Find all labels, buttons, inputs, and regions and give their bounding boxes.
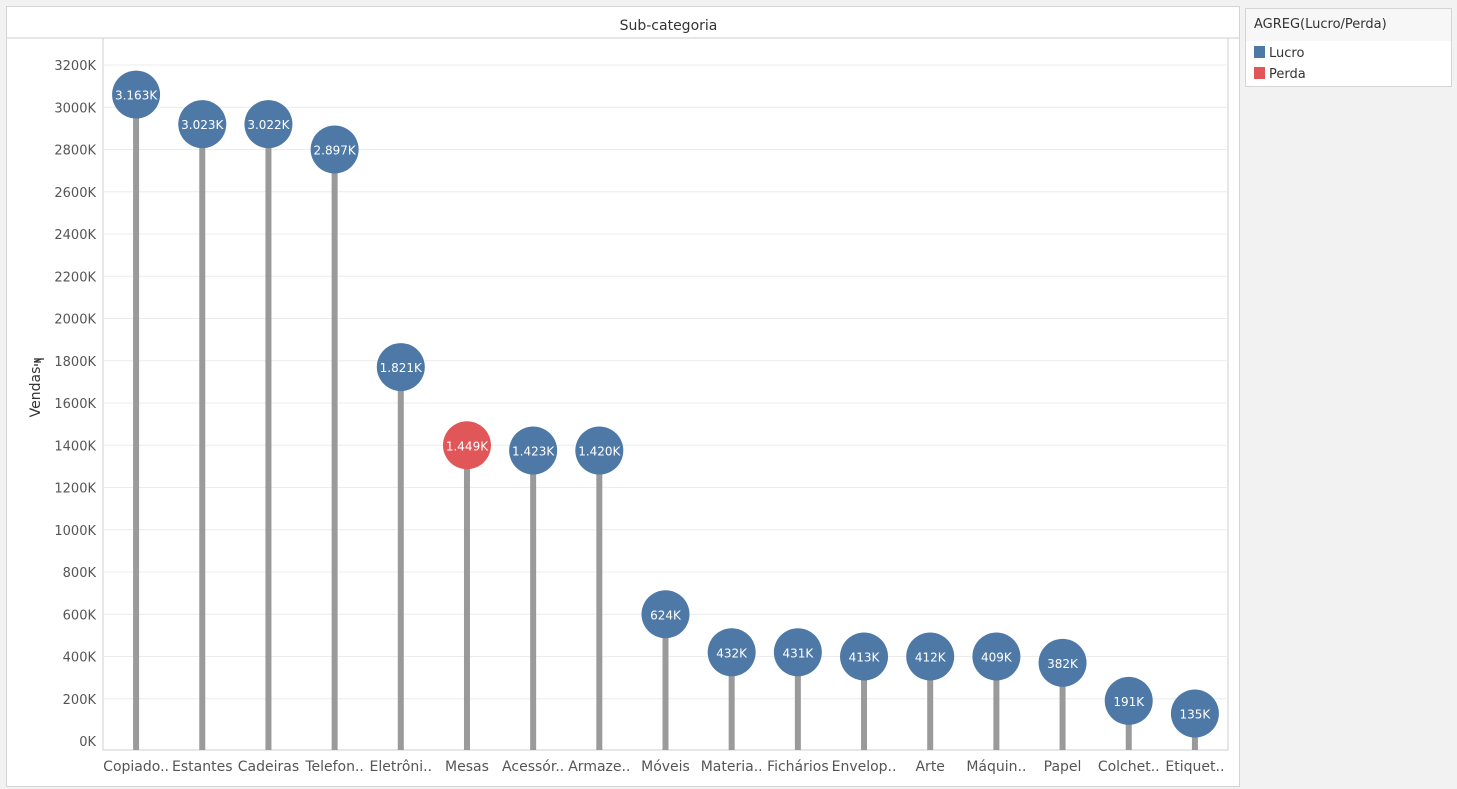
y-tick-label: 1800K xyxy=(54,355,96,370)
data-label: 191K xyxy=(1113,695,1145,709)
data-label: 1.420K xyxy=(578,445,621,459)
legend-swatch-lucro xyxy=(1254,46,1265,58)
lollipop-head[interactable] xyxy=(773,628,822,677)
x-tick-label: Arte xyxy=(915,759,944,775)
lollipop-head[interactable] xyxy=(575,426,624,475)
lollipop-head[interactable] xyxy=(707,628,756,677)
x-tick-label: Cadeiras xyxy=(238,759,299,775)
lollipop-stem[interactable] xyxy=(199,124,206,750)
data-label: 3.022K xyxy=(247,118,290,132)
lollipop-stem[interactable] xyxy=(397,367,404,750)
lollipop-head[interactable] xyxy=(310,125,359,174)
lollipop-head[interactable] xyxy=(442,421,491,470)
data-label: 135K xyxy=(1180,708,1212,722)
y-tick-label: 1000K xyxy=(54,524,96,539)
lollipop-head[interactable] xyxy=(509,426,558,475)
data-label: 3.023K xyxy=(181,118,224,132)
y-axis-label: Vendas xyxy=(28,367,44,418)
x-tick-label: Armaze.. xyxy=(568,759,630,775)
y-tick-label: 3200K xyxy=(54,59,96,74)
x-tick-label: Estantes xyxy=(172,759,232,775)
lollipop-head[interactable] xyxy=(906,632,955,681)
lollipop-stem[interactable] xyxy=(927,656,934,751)
x-tick-label: Acessór.. xyxy=(502,759,564,775)
data-label: 432K xyxy=(716,646,748,660)
y-tick-label: 1400K xyxy=(54,439,96,454)
lollipop-stem[interactable] xyxy=(530,450,537,750)
legend-label-lucro: Lucro xyxy=(1269,46,1305,61)
y-tick-label: 3000K xyxy=(54,101,96,116)
legend[interactable]: AGREG(Lucro/Perda) Lucro Perda xyxy=(1245,8,1452,87)
data-label: 413K xyxy=(849,651,881,665)
data-label: 624K xyxy=(650,608,682,622)
legend-label-perda: Perda xyxy=(1269,67,1306,82)
legend-title: AGREG(Lucro/Perda) xyxy=(1246,9,1451,41)
legend-item-perda[interactable]: Perda xyxy=(1254,66,1306,84)
lollipop-stem[interactable] xyxy=(1059,662,1066,750)
data-label: 382K xyxy=(1047,657,1079,671)
lollipop-head[interactable] xyxy=(840,632,889,681)
lollipop-stem[interactable] xyxy=(861,656,868,751)
y-tick-label: 600K xyxy=(63,608,97,623)
lollipop-stem[interactable] xyxy=(265,124,272,750)
lollipop-head[interactable] xyxy=(641,590,690,639)
x-tick-label: Etiquet.. xyxy=(1165,759,1224,775)
lollipop-chart[interactable]: Sub-categoria 0K 200K 400K 600K 800K 1000K 1200… xyxy=(7,7,1239,786)
x-tick-label: Móveis xyxy=(641,759,690,775)
x-tick-label: Materia.. xyxy=(701,759,763,775)
chart-title: Sub-categoria xyxy=(620,18,718,34)
data-label: 3.163K xyxy=(115,89,158,103)
y-tick-label: 2200K xyxy=(54,270,96,285)
lollipop-stem[interactable] xyxy=(1125,700,1132,750)
y-tick-label: 1600K xyxy=(54,397,96,412)
y-tick-label: 2000K xyxy=(54,313,96,328)
data-label: 431K xyxy=(782,646,814,660)
lollipop-head[interactable] xyxy=(244,100,293,149)
lollipop-head[interactable] xyxy=(972,632,1021,681)
lollipop-head[interactable] xyxy=(1104,676,1153,725)
y-tick-label: 800K xyxy=(63,566,97,581)
lollipop-stem[interactable] xyxy=(993,656,1000,751)
data-label: 1.449K xyxy=(446,439,489,453)
lollipop-stem[interactable] xyxy=(133,94,140,750)
lollipop-stem[interactable] xyxy=(331,149,338,751)
data-label: 412K xyxy=(915,651,947,665)
lollipop-stem[interactable] xyxy=(662,614,669,750)
x-tick-label: Envelop.. xyxy=(832,759,897,775)
data-label: 409K xyxy=(981,651,1013,665)
x-tick-label: Máquin.. xyxy=(966,759,1026,775)
y-tick-label: 0K xyxy=(79,735,96,750)
x-tick-label: Telefon.. xyxy=(304,759,364,775)
lollipop-head[interactable] xyxy=(376,343,425,392)
lollipop-stem[interactable] xyxy=(596,450,603,750)
lollipop-head[interactable] xyxy=(112,70,161,119)
sort-icon[interactable] xyxy=(33,358,44,366)
x-tick-label: Fichários xyxy=(767,759,829,775)
x-tick-label: Mesas xyxy=(445,759,489,775)
legend-swatch-perda xyxy=(1254,67,1265,79)
lollipop-stem[interactable] xyxy=(463,445,470,750)
lollipop-head[interactable] xyxy=(1170,689,1219,738)
lollipop-stem[interactable] xyxy=(728,652,735,750)
data-label: 1.821K xyxy=(380,361,423,375)
y-tick-label: 1200K xyxy=(54,482,96,497)
lollipop-head[interactable] xyxy=(178,100,227,149)
y-tick-label: 2800K xyxy=(54,144,96,159)
x-tick-label: Eletrôni.. xyxy=(370,759,433,775)
y-tick-label: 2400K xyxy=(54,228,96,243)
data-label: 1.423K xyxy=(512,445,555,459)
y-tick-label: 2600K xyxy=(54,186,96,201)
y-tick-label: 400K xyxy=(63,651,97,666)
x-tick-label: Papel xyxy=(1044,759,1082,775)
legend-item-lucro[interactable]: Lucro xyxy=(1254,45,1304,63)
y-tick-label: 200K xyxy=(63,693,97,708)
chart-panel: Sub-categoria 0K 200K 400K 600K 800K 1000K 1200… xyxy=(6,6,1240,787)
x-tick-label: Copiado.. xyxy=(103,759,169,775)
x-tick-label: Colchet.. xyxy=(1098,759,1160,775)
lollipop-head[interactable] xyxy=(1038,638,1087,687)
data-label: 2.897K xyxy=(314,144,357,158)
lollipop-stem[interactable] xyxy=(794,652,801,750)
